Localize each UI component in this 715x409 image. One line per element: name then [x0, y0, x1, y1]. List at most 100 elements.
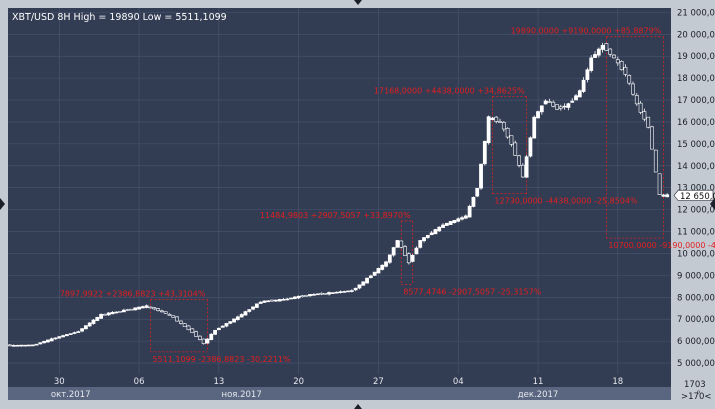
candle-body [361, 281, 366, 286]
candle-body [87, 322, 92, 327]
candle-body [209, 333, 214, 340]
candle-body [72, 332, 77, 334]
candle-body [205, 338, 210, 344]
candle-body [26, 344, 31, 347]
y-tick-label: 21 000,00 [677, 8, 715, 18]
last-price-marker: 12 650,0 [673, 190, 715, 202]
candle-body [258, 301, 263, 304]
candle-body [330, 292, 335, 294]
candle-body [429, 232, 434, 236]
annotation-label-high: 19890,0000 +9190,0000 +85,8879% [511, 27, 662, 36]
candle-body [365, 277, 369, 284]
candle-body [182, 323, 187, 327]
candle-body [23, 344, 27, 347]
candle-body [490, 117, 495, 120]
candle-body [657, 173, 662, 195]
candle-body [239, 314, 244, 318]
candle-body [277, 299, 282, 302]
candle-body [49, 338, 54, 342]
candle-body [555, 104, 559, 110]
candle-body [201, 338, 206, 344]
y-tick-label: 5 000,00 [677, 359, 715, 369]
candle-body [144, 305, 149, 308]
candle-body [224, 323, 229, 327]
candle-body [433, 229, 438, 235]
candle-body [387, 254, 392, 263]
x-tick-label: 04 [453, 377, 464, 387]
candle-body [262, 300, 267, 303]
candle-body [342, 291, 347, 293]
candle-body [80, 328, 84, 332]
bar-count-label: 1703 [684, 380, 706, 390]
candle-body [642, 111, 647, 120]
y-tick-label: 6 000,00 [677, 337, 715, 347]
candle-body [175, 316, 179, 322]
candle-body [353, 287, 358, 291]
candle-body [638, 102, 643, 113]
annotation-label-low: 10700,0000 -9190,0000 -46,2041% [608, 241, 715, 250]
time-axis-bar[interactable] [8, 374, 671, 387]
candle-body [216, 327, 221, 331]
time-axis: 30 06 13 20 27 04 11 18 окт.2017 ноя.2017 дек.2017 [51, 377, 623, 400]
x-tick-label: 20 [293, 377, 304, 387]
chart-header: XBT/USD 8H High = 19890 Low = 5511,1099 [12, 12, 227, 23]
candle-body [623, 66, 628, 75]
plot-area[interactable] [8, 8, 671, 374]
candle-body [15, 344, 20, 347]
month-axis-bar[interactable] [8, 387, 671, 400]
top-scroll-arrow-icon[interactable] [354, 0, 362, 5]
candle-body [418, 240, 423, 248]
candle-body [137, 306, 141, 310]
candle-body [612, 54, 616, 59]
candle-body [581, 79, 586, 92]
candle-body [349, 290, 354, 292]
candle-body [323, 293, 328, 295]
candle-body [406, 253, 411, 264]
y-tick-label: 10 000,00 [677, 249, 715, 259]
grid-lines [8, 8, 671, 374]
candle-body [600, 45, 605, 50]
candle-body [243, 311, 248, 316]
candle-body [494, 116, 499, 122]
candle-body [315, 293, 320, 296]
candle-body [517, 155, 521, 166]
candle-body [422, 237, 426, 242]
candle-body [577, 90, 582, 98]
candle-body [99, 314, 103, 319]
candle-body [646, 116, 651, 128]
candle-body [292, 296, 297, 299]
candle-body [273, 299, 278, 302]
y-tick-label: 7 000,00 [677, 315, 715, 325]
candle-body [121, 309, 126, 313]
candle-body [152, 307, 157, 310]
candle-body [148, 306, 153, 309]
candle-body [456, 218, 461, 222]
candle-body [338, 291, 343, 293]
candle-body [509, 135, 514, 145]
right-scroll-arrow-icon[interactable] [710, 198, 715, 210]
candle-body [68, 333, 73, 335]
month-label: ноя.2017 [222, 390, 262, 400]
annotation-label-low: 5511,1099 -2386,8823 -30,2211% [152, 355, 290, 364]
x-tick-label: 18 [612, 377, 623, 387]
candle-body [133, 307, 138, 311]
candle-body [532, 116, 537, 139]
bottom-scroll-arrow-icon[interactable] [354, 404, 362, 409]
candle-body [570, 100, 575, 103]
candle-body [376, 268, 381, 274]
annotation-label-low: 8577,4746 -2907,5057 -25,3157% [403, 288, 541, 297]
candle-body [171, 315, 176, 318]
candle-body [615, 59, 620, 64]
candle-body [167, 313, 172, 316]
x-tick-label: 27 [373, 377, 384, 387]
candle-body [551, 101, 556, 107]
candle-body [448, 221, 453, 226]
candle-body [159, 310, 164, 313]
annotation-label-high: 17168,0000 +4438,0000 +34,8625% [374, 86, 525, 95]
candle-body [106, 312, 111, 316]
candle-body [444, 222, 449, 226]
left-scroll-arrow-icon[interactable] [0, 198, 5, 210]
candle-body [479, 163, 483, 189]
candle-body [608, 48, 613, 55]
